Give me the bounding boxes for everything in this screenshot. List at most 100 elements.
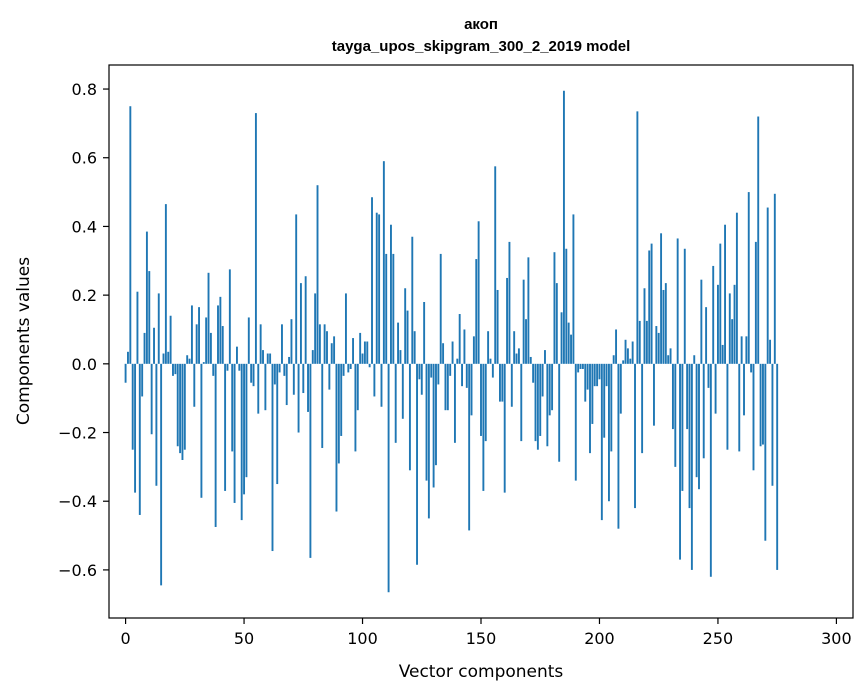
bar-131 [435, 363, 437, 466]
bar-94 [347, 363, 350, 373]
bar-120 [408, 363, 411, 471]
bar-146 [470, 363, 473, 416]
bar-3 [131, 363, 134, 450]
bar-192 [579, 363, 582, 369]
bar-92 [342, 363, 345, 376]
bar-102 [366, 341, 369, 364]
bar-258 [735, 212, 738, 364]
bar-144 [465, 363, 468, 388]
y-tick-label: 0.8 [72, 80, 97, 99]
bar-223 [653, 363, 655, 426]
bar-133 [439, 253, 442, 364]
bar-148 [475, 259, 478, 364]
bar-155 [491, 363, 494, 378]
bar-91 [340, 363, 343, 436]
bar-217 [638, 320, 641, 364]
y-tick-label: 0.0 [72, 355, 97, 374]
y-tick-label: −0.6 [58, 561, 97, 580]
bar-202 [603, 363, 606, 438]
bar-74 [299, 283, 302, 364]
bar-42 [224, 363, 227, 491]
bar-216 [636, 111, 639, 364]
bar-209 [619, 363, 622, 414]
x-tick-label: 150 [466, 629, 497, 648]
bar-165 [515, 353, 518, 364]
bar-40 [219, 296, 222, 364]
bar-190 [574, 363, 577, 481]
bar-49 [240, 363, 243, 521]
bar-59 [264, 363, 267, 411]
bar-77 [307, 363, 309, 412]
bar-157 [496, 289, 499, 364]
bar-65 [278, 363, 281, 373]
bar-156 [494, 166, 497, 364]
bar-232 [674, 363, 677, 467]
bar-14 [157, 293, 160, 364]
bar-89 [335, 363, 338, 512]
bar-39 [217, 305, 219, 364]
bar-58 [262, 350, 264, 364]
bar-259 [738, 363, 741, 452]
bar-105 [373, 363, 376, 397]
bar-106 [375, 212, 378, 364]
bar-76 [304, 276, 307, 364]
x-tick-label: 300 [821, 629, 852, 648]
bar-215 [634, 363, 636, 509]
bar-93 [344, 293, 347, 364]
bar-164 [513, 331, 516, 364]
bar-129 [430, 363, 433, 378]
bar-87 [330, 343, 333, 364]
bar-2 [129, 106, 132, 364]
bar-51 [245, 363, 248, 478]
bar-153 [487, 331, 490, 364]
bar-239 [690, 363, 693, 570]
bar-213 [629, 358, 632, 364]
bar-175 [539, 363, 542, 436]
bar-72 [295, 214, 298, 364]
bar-264 [750, 363, 753, 373]
bar-34 [205, 317, 208, 364]
bar-121 [411, 236, 414, 364]
bar-177 [544, 350, 546, 364]
x-tick-label: 50 [234, 629, 254, 648]
bar-229 [667, 355, 670, 364]
bar-13 [155, 363, 158, 486]
bar-141 [458, 314, 461, 364]
bar-260 [740, 336, 743, 364]
bar-237 [686, 363, 689, 430]
bar-270 [764, 363, 767, 541]
y-tick-label: 0.6 [72, 149, 97, 168]
bar-253 [724, 224, 726, 364]
bar-20 [172, 363, 174, 376]
bar-125 [420, 363, 423, 395]
bar-233 [676, 238, 679, 364]
bar-212 [626, 348, 629, 364]
bar-55 [254, 113, 257, 364]
bar-4 [134, 363, 137, 493]
bar-series [124, 90, 779, 593]
bar-183 [558, 363, 561, 462]
bar-35 [207, 272, 210, 364]
bar-122 [413, 331, 416, 364]
bar-187 [567, 322, 570, 364]
bar-111 [387, 363, 390, 593]
bar-197 [591, 363, 594, 424]
bar-149 [477, 221, 480, 364]
bar-196 [589, 363, 591, 454]
bar-26 [186, 355, 189, 364]
bar-228 [664, 283, 667, 364]
bar-255 [728, 293, 731, 364]
bar-103 [368, 363, 371, 368]
bar-135 [444, 363, 447, 411]
bar-126 [423, 302, 426, 364]
bar-218 [641, 363, 644, 454]
bar-174 [536, 363, 539, 450]
bar-110 [385, 253, 388, 364]
bar-27 [188, 358, 191, 364]
bar-263 [747, 192, 750, 364]
bar-186 [565, 248, 568, 364]
bar-104 [371, 197, 373, 364]
bar-134 [442, 343, 445, 364]
bar-273 [771, 363, 774, 486]
